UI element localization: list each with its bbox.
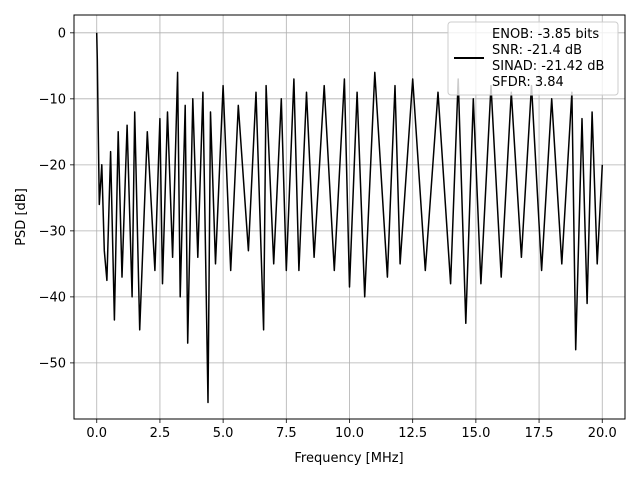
legend: ENOB: -3.85 bits SNR: -21.4 dB SINAD: -2…: [447, 21, 619, 96]
psd-series-line: [95, 32, 604, 404]
y-tick-label: −30: [39, 224, 66, 239]
x-tick-label: 7.5: [276, 426, 297, 441]
y-tick-label: −50: [39, 356, 66, 371]
x-tick-label: 17.5: [525, 426, 554, 441]
y-tick-label: −10: [39, 92, 66, 107]
legend-sfdr: SFDR: 3.84: [492, 75, 564, 90]
y-tick-label: −20: [39, 158, 66, 173]
x-axis-ticks: 0.0 2.5 5.0 7.5 10.0 12.5 15.0 17.5 20.0: [86, 419, 617, 441]
series-layer: [95, 32, 604, 404]
y-axis-label: PSD [dB]: [14, 188, 29, 246]
x-axis-label: Frequency [MHz]: [294, 451, 403, 466]
x-tick-label: 10.0: [335, 426, 364, 441]
y-tick-label: −40: [39, 290, 66, 305]
x-tick-label: 20.0: [588, 426, 617, 441]
legend-enob: ENOB: -3.85 bits: [492, 27, 599, 42]
x-tick-label: 2.5: [150, 426, 171, 441]
x-tick-label: 0.0: [86, 426, 107, 441]
x-tick-label: 5.0: [213, 426, 234, 441]
legend-snr: SNR: -21.4 dB: [492, 43, 582, 58]
x-tick-label: 12.5: [398, 426, 427, 441]
x-tick-label: 15.0: [461, 426, 490, 441]
legend-box: [447, 21, 619, 96]
legend-sinad: SINAD: -21.42 dB: [492, 59, 604, 74]
y-axis-ticks: 0 −10 −20 −30 −40 −50: [39, 26, 74, 371]
y-tick-label: 0: [58, 26, 66, 41]
